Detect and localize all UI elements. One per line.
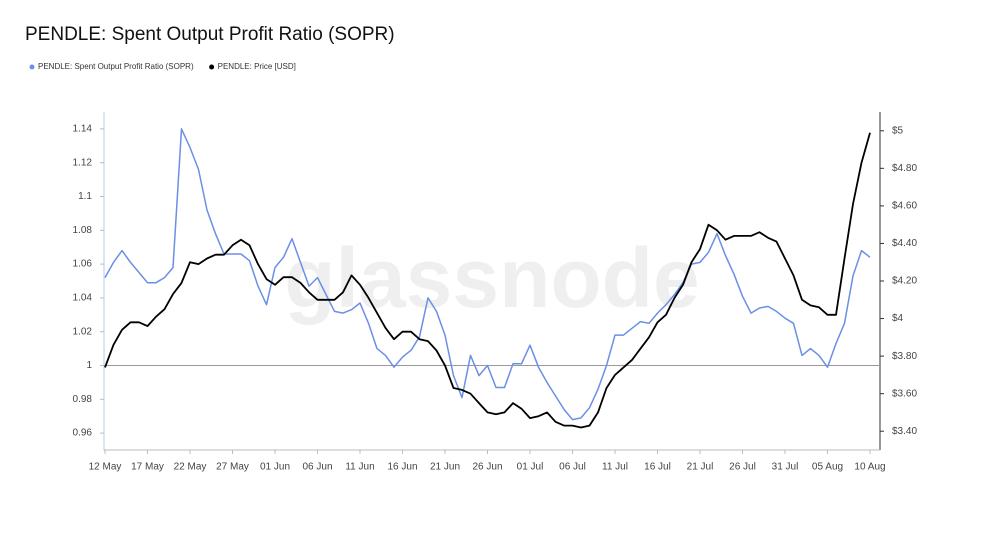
y-tick-label: 1.14	[73, 124, 93, 135]
x-tick-label: 05 Aug	[812, 462, 843, 473]
x-tick-label: 22 May	[174, 462, 207, 473]
y2-tick-label: $3.80	[892, 351, 917, 362]
x-tick-label: 16 Jun	[387, 462, 417, 473]
y2-tick-label: $4.20	[892, 276, 917, 287]
y-tick-label: 1	[86, 360, 92, 371]
y-tick-label: 1.1	[78, 191, 92, 202]
y2-tick-label: $4.80	[892, 163, 917, 174]
x-tick-label: 10 Aug	[854, 462, 885, 473]
x-tick-label: 27 May	[216, 462, 249, 473]
y-tick-label: 1.08	[73, 225, 93, 236]
x-tick-label: 11 Jul	[602, 462, 628, 473]
y-tick-label: 0.96	[73, 428, 93, 439]
series-line	[104, 132, 871, 429]
x-tick-label: 16 Jul	[644, 462, 671, 473]
legend-marker	[29, 64, 35, 70]
legend-label: PENDLE: Spent Output Profit Ratio (SOPR)	[38, 62, 194, 71]
x-tick-label: 01 Jul	[517, 462, 544, 473]
y-tick-label: 1.04	[73, 293, 93, 304]
x-tick-label: 06 Jul	[559, 462, 586, 473]
x-tick-label: 26 Jul	[729, 462, 756, 473]
y2-tick-label: $4.40	[892, 238, 917, 249]
x-tick-label: 21 Jul	[687, 462, 714, 473]
x-tick-label: 01 Jun	[260, 462, 290, 473]
y-tick-label: 1.12	[73, 157, 93, 168]
legend-label: PENDLE: Price [USD]	[218, 62, 296, 71]
y2-tick-label: $3.40	[892, 426, 917, 437]
x-tick-label: 11 Jun	[345, 462, 374, 473]
y2-tick-label: $5	[892, 125, 904, 136]
x-tick-label: 06 Jun	[302, 462, 332, 473]
series-line	[104, 128, 871, 421]
x-tick-label: 21 Jun	[430, 462, 460, 473]
legend-marker	[209, 64, 215, 70]
x-tick-label: 17 May	[131, 462, 164, 473]
y2-tick-label: $3.60	[892, 388, 917, 399]
y2-tick-label: $4.60	[892, 201, 917, 212]
x-tick-label: 12 May	[89, 462, 122, 473]
chart-title: PENDLE: Spent Output Profit Ratio (SOPR)	[25, 24, 395, 45]
x-tick-label: 31 Jul	[772, 462, 799, 473]
y2-tick-label: $4	[892, 313, 904, 324]
y-tick-label: 0.98	[73, 394, 93, 405]
x-tick-label: 26 Jun	[472, 462, 502, 473]
y-tick-label: 1.06	[73, 259, 93, 270]
y-tick-label: 1.02	[73, 326, 93, 337]
